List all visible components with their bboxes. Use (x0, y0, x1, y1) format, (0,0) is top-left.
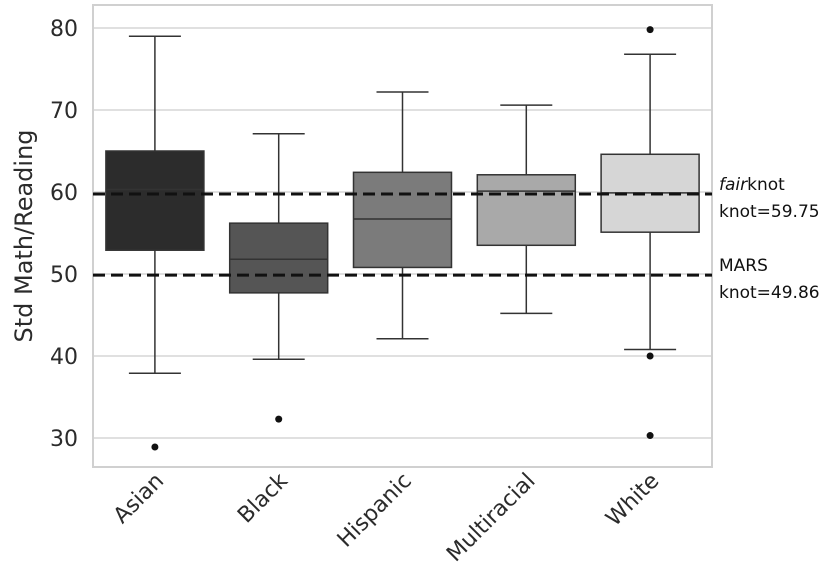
asian-outlier-0 (151, 443, 159, 451)
boxes-layer (105, 26, 700, 451)
y-tick-labels: 30 40 50 60 70 80 (50, 17, 78, 452)
white-outlier-0 (646, 26, 654, 34)
mars-annotation-line1: MARS (719, 256, 768, 276)
y-tick-70: 70 (50, 99, 78, 124)
black-outlier-0 (275, 415, 283, 423)
multiracial-box (476, 174, 577, 247)
x-tick-black: Black (233, 468, 293, 528)
y-tick-80: 80 (50, 17, 78, 42)
x-tick-labels: Asian Black Hispanic Multiracial White (109, 468, 664, 567)
white-outlier-2 (646, 432, 654, 440)
y-tick-40: 40 (50, 345, 78, 370)
hispanic-box (352, 171, 453, 269)
reference-lines-layer (93, 192, 712, 277)
fairknot-annotation-line2: knot=59.75 (719, 202, 820, 222)
fairknot-annotation-italic: fair (719, 175, 748, 195)
y-tick-50: 50 (50, 263, 78, 288)
x-tick-white: White (601, 469, 664, 532)
y-tick-60: 60 (50, 181, 78, 206)
black-box (228, 222, 329, 294)
white-outlier-1 (646, 352, 654, 360)
x-tick-asian: Asian (109, 469, 169, 529)
fairknot-annotation-line1: fairknot (719, 175, 785, 195)
x-tick-hispanic: Hispanic (333, 469, 417, 553)
y-axis-label: Std Math/Reading (10, 129, 38, 342)
y-tick-30: 30 (50, 427, 78, 452)
plot-frame (92, 4, 713, 468)
mars-annotation-line2: knot=49.86 (719, 283, 820, 303)
x-tick-multiracial: Multiracial (442, 469, 540, 567)
asian-box (105, 150, 205, 251)
fairknot-annotation-suffix: knot (747, 175, 785, 195)
